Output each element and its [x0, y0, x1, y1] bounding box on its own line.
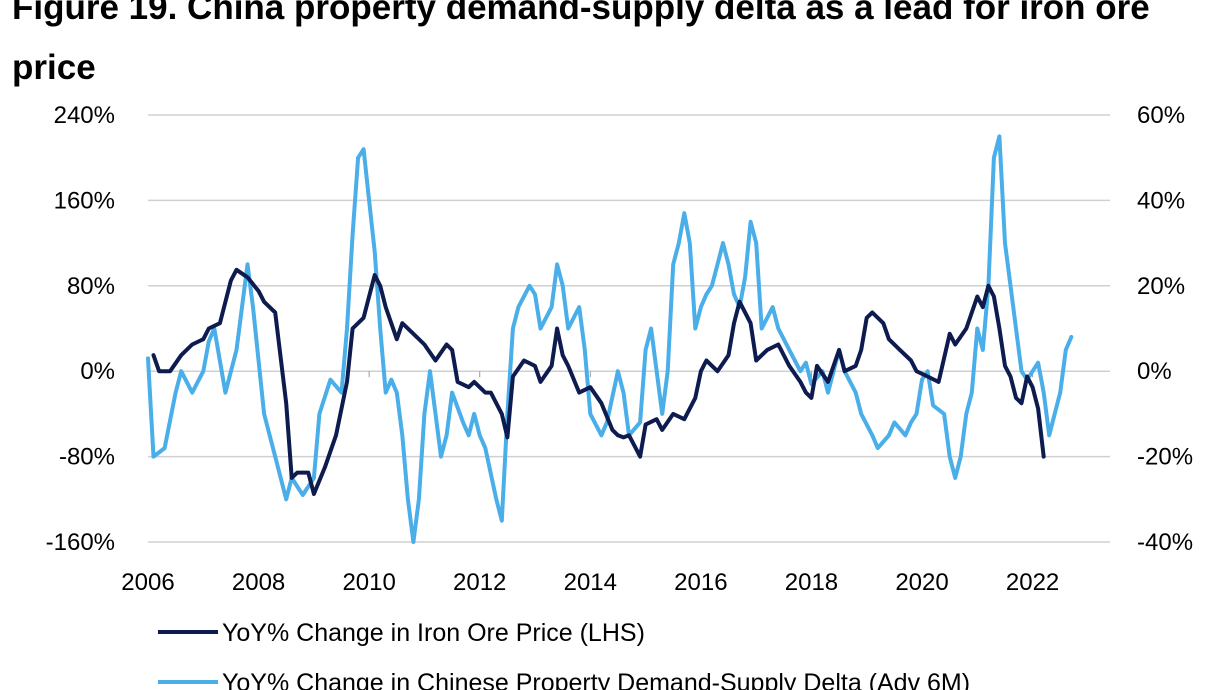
left-axis-tick-label: 0%: [80, 358, 115, 385]
x-axis-tick-label: 2010: [342, 569, 395, 596]
left-axis-tick-label: 160%: [54, 187, 115, 214]
series-line-iron-ore: [151, 267, 1046, 496]
chart-title: Figure 19. China property demand-supply …: [12, 0, 1150, 87]
x-axis-tick-label: 2006: [121, 569, 174, 596]
left-axis-tick-label: 240%: [54, 102, 115, 129]
right-axis-tick-label: 60%: [1137, 102, 1185, 129]
right-axis-tick-label: 40%: [1137, 187, 1185, 214]
legend: YoY% Change in Iron Ore Price (LHS) YoY% …: [158, 619, 970, 690]
left-axis-tick-label: 80%: [67, 273, 115, 300]
x-axis-tick-label: 2008: [232, 569, 285, 596]
right-axis-tick-label: 20%: [1137, 273, 1185, 300]
right-axis-tick-labels: 60% 40% 20% 0% -20% -40%: [1137, 102, 1193, 556]
series-line-property-delta: [146, 134, 1074, 544]
left-axis-tick-labels: 240% 160% 80% 0% -80% -160%: [46, 102, 115, 556]
right-axis-tick-label: -20%: [1137, 444, 1193, 471]
left-axis-tick-label: -80%: [59, 444, 115, 471]
x-axis-tick-label: 2020: [895, 569, 948, 596]
grid-lines: [147, 114, 1110, 543]
legend-label: YoY% Change in Iron Ore Price (LHS): [222, 619, 645, 647]
x-axis-tick-label: 2012: [453, 569, 506, 596]
right-axis-tick-label: 0%: [1137, 358, 1172, 385]
x-axis-tick-label: 2014: [564, 569, 617, 596]
right-axis-tick-label: -40%: [1137, 529, 1193, 556]
x-axis-tick-label: 2018: [785, 569, 838, 596]
x-axis-tick-label: 2022: [1006, 569, 1059, 596]
legend-label: YoY% Change in Chinese Property Demand-S…: [222, 669, 970, 690]
series-lines: [146, 134, 1074, 544]
x-axis-tick-label: 2016: [674, 569, 727, 596]
x-axis-tick-labels: 2006 2008 2010 2012 2014 2016 2018 2020 2022: [121, 569, 1059, 596]
left-axis-tick-label: -160%: [46, 529, 115, 556]
